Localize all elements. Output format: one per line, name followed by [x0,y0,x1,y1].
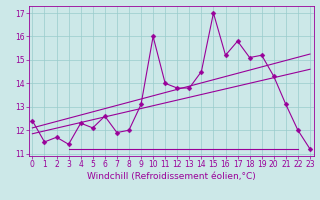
X-axis label: Windchill (Refroidissement éolien,°C): Windchill (Refroidissement éolien,°C) [87,172,256,181]
